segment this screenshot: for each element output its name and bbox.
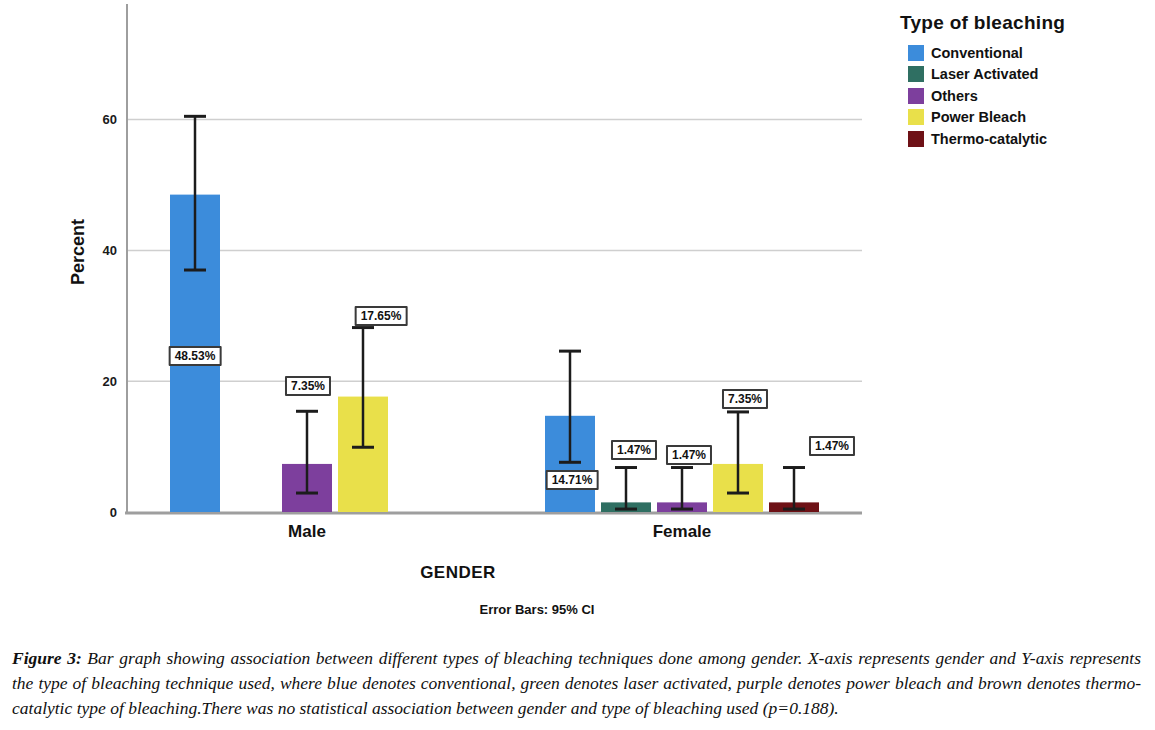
bar-chart-figure: 0204060 Percent MaleFemale GENDER Error … [0, 0, 1155, 636]
figure-caption-label: Figure 3: [12, 648, 82, 668]
page: { "figure": { "caption_label": "Figure 3… [0, 0, 1155, 730]
figure-caption: Figure 3: Bar graph showing association … [12, 646, 1141, 721]
plot-canvas [0, 0, 1155, 636]
figure-caption-text: Bar graph showing association between di… [12, 648, 1141, 718]
